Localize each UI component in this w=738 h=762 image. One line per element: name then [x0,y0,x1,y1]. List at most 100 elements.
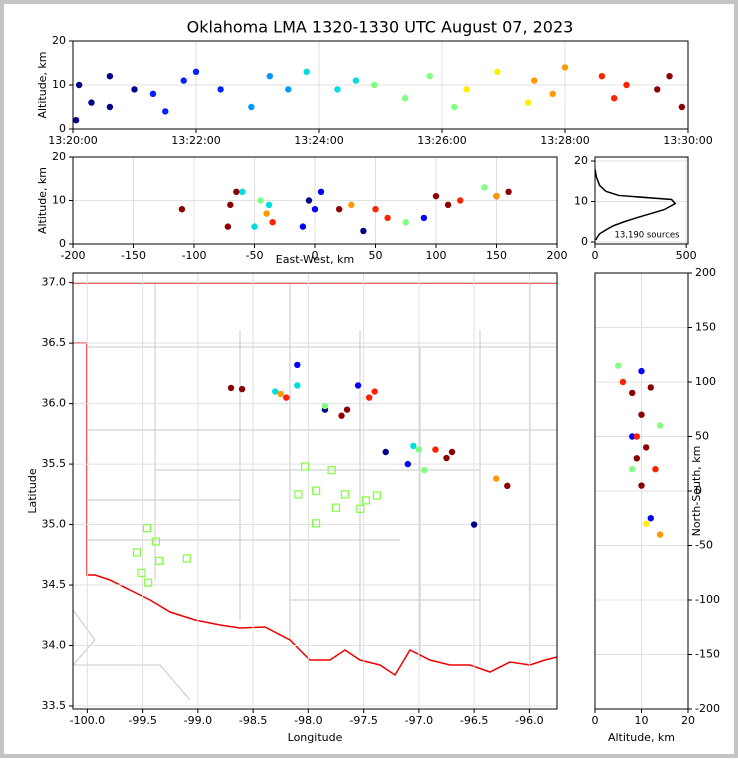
x-tick-label: -200 [61,249,86,262]
source-point [666,73,673,80]
axes-frame [594,156,689,245]
source-point [432,192,440,200]
y-tick-label: 10 [52,194,66,207]
x-tick-label: 100 [426,249,447,262]
axes-frame [72,272,558,710]
axes-frame [72,156,558,245]
source-point [410,442,417,450]
x-tick-label: -96.5 [460,714,488,727]
source-point [277,390,284,398]
x-tick-label: 0 [592,714,599,727]
x-tick-label: 13:20:00 [48,134,97,147]
y-tick-label: -50 [695,539,713,552]
station [142,524,152,533]
y-tick-label: 33.5 [42,699,67,712]
source-point [371,81,378,89]
source-point [504,482,511,490]
source-point [294,382,301,389]
marks [595,169,677,241]
station [137,568,146,578]
x-tick-label: 10 [635,714,649,727]
y-tick-label: -150 [695,648,720,661]
source-point [348,201,355,209]
source-point [311,206,319,213]
marks [132,361,511,587]
source-point [524,99,532,106]
x-tick-label: -150 [121,249,146,262]
y-tick-label: -100 [695,593,720,606]
x-tick-label: 13:28:00 [540,134,589,147]
x-tick-label: -97.0 [405,714,433,727]
source-point [88,99,95,106]
source-point [217,86,224,93]
x-tick-label: -98.5 [239,714,267,727]
x-tick-label: -50 [246,249,264,262]
source-point [531,77,538,84]
source-point [448,448,456,456]
axes-frame [594,272,689,710]
source-point [615,362,622,369]
source-point [638,411,645,418]
source-point [549,90,556,98]
source-point [338,412,345,419]
source-point [470,521,478,528]
source-point [305,197,313,204]
axes-frame [72,40,689,130]
source-point [426,73,433,80]
station [182,554,191,563]
source-point [415,446,423,453]
station [331,503,341,512]
source-point [493,475,500,482]
station [340,490,349,499]
source-point [239,188,246,195]
source-point [336,206,343,213]
y-tick-label: 200 [695,266,716,279]
y-tick-label: 0 [695,484,702,497]
y-tick-label: 34.5 [42,578,67,591]
y-tick-label: 50 [695,430,709,443]
source-point [106,73,114,80]
source-point [227,201,234,209]
panel: 0 10 20-200 -150 -100 -50 0 50 100 150 200 Altitude… [592,266,720,744]
source-point [611,95,618,102]
y-tick-label: 34.0 [42,639,67,652]
source-point [365,394,373,401]
station [356,504,365,513]
source-point [481,184,488,191]
source-point [372,206,379,213]
source-point [257,197,264,204]
source-point [619,378,627,386]
source-point [629,389,636,397]
source-point [457,197,464,204]
source-point [149,90,157,98]
source-point [401,95,409,102]
panel: 0 500 0 10 20 13,190 sources [574,154,697,262]
panel: -200 -150 -100 -50 0 50 100 150 200 0 10 20 East-Wes… [36,150,568,266]
x-tick-label: 0 [312,249,319,262]
source-point [420,214,428,222]
x-axis-label: Longitude [288,731,343,744]
source-point [303,68,310,76]
source-point [494,68,501,76]
source-point [285,86,292,93]
x-tick-label: 500 [676,249,697,262]
source-point [180,77,187,84]
x-axis-label: Altitude, km [608,731,675,744]
y-tick-label: 35.5 [42,457,67,470]
source-point [272,388,279,395]
station [155,556,164,565]
panel: 13:20:00 13:22:00 13:24:00 13:26:00 13:28:00… [36,34,713,147]
source-point [633,455,641,462]
y-tick-label: 150 [695,321,716,334]
source-point [647,515,654,522]
y-axis-label: Altitude, km [36,51,49,118]
panel: -100.0 -99.5 -99.0 -98.5 -98.0 -97.5 -97.0 -96.… [26,272,558,744]
source-point [561,64,569,71]
source-point [334,86,341,93]
source-point [638,482,645,489]
station [312,486,321,495]
source-point [652,466,659,473]
source-point [505,188,512,195]
source-point [299,223,307,230]
